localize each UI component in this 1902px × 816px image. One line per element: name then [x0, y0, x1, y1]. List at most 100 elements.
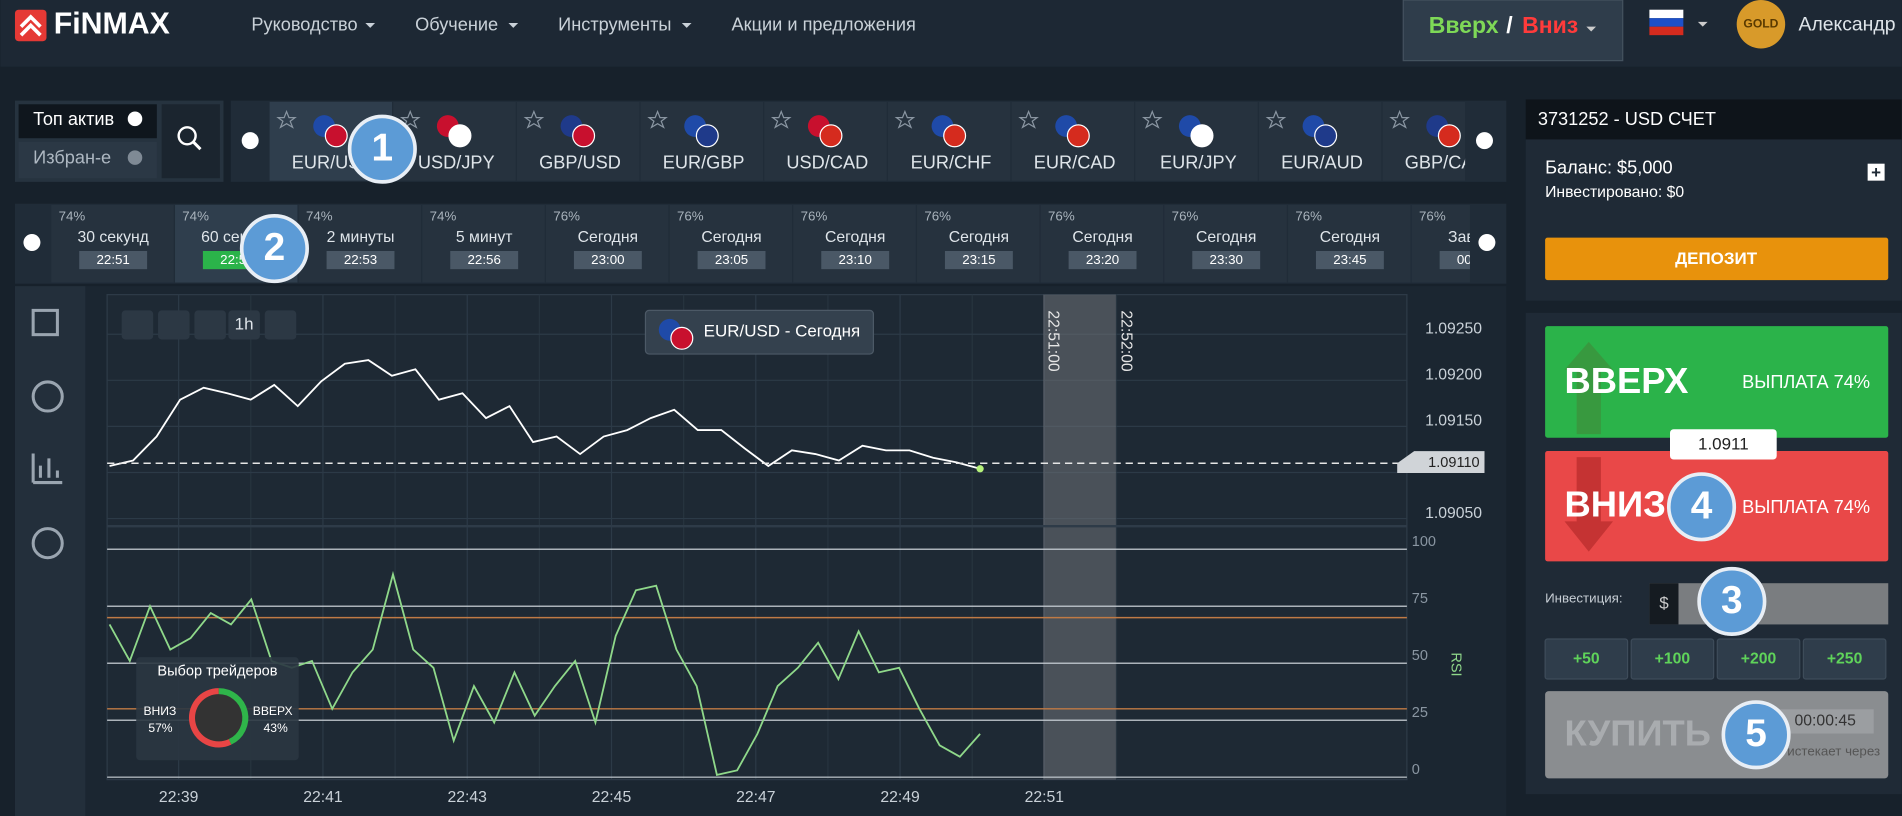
deposit-button[interactable]: [1545, 237, 1889, 281]
amount-label[interactable]: +100: [1655, 651, 1691, 668]
invest-input[interactable]: [1649, 583, 1889, 625]
updown-box[interactable]: [1402, 0, 1624, 62]
expiry-time[interactable]: 22:56: [468, 252, 501, 267]
nav-down[interactable]: Вниз: [1522, 12, 1578, 38]
asset-label[interactable]: EUR/CHF: [911, 152, 992, 172]
expiry-time[interactable]: 23:20: [1086, 252, 1119, 267]
expiry-tab[interactable]: [51, 204, 174, 283]
asset-label[interactable]: EUR/AUD: [1281, 152, 1363, 172]
chart-type[interactable]: [194, 310, 226, 340]
flag-icon: [1314, 124, 1338, 148]
search-button[interactable]: [161, 104, 220, 179]
expiry-label[interactable]: Сегодня: [1072, 229, 1132, 246]
tool-icon[interactable]: [31, 308, 59, 337]
expiry-tab[interactable]: [1040, 204, 1164, 283]
expiry-time[interactable]: 00:00: [1457, 252, 1490, 267]
down-label[interactable]: ВНИЗ: [1565, 483, 1666, 524]
scroll-right[interactable]: [1476, 132, 1493, 150]
asset-label[interactable]: USD/JPY: [418, 152, 495, 172]
zoom-out[interactable]: [158, 310, 190, 340]
buy-label[interactable]: КУПИТЬ: [1565, 713, 1711, 754]
asset-label[interactable]: USD/CAD: [786, 152, 868, 172]
rsi-line: [108, 570, 981, 777]
indicators[interactable]: [264, 310, 297, 340]
user-name[interactable]: Александр: [1799, 14, 1896, 36]
caret: [681, 23, 692, 28]
expiry-tab[interactable]: [793, 204, 916, 283]
plus-button[interactable]: [1867, 163, 1885, 181]
plus-label[interactable]: +: [1871, 163, 1881, 182]
deposit-label[interactable]: ДЕПОЗИТ: [1675, 249, 1758, 268]
callout-circle: [239, 214, 309, 284]
filter-label[interactable]: Топ актив: [33, 109, 114, 129]
flag-icon: [1066, 124, 1090, 148]
timeframe[interactable]: [228, 310, 260, 340]
asset-label[interactable]: EUR/CAD: [1034, 152, 1116, 172]
expiry-tab[interactable]: [1164, 204, 1287, 283]
menu-item[interactable]: Руководство: [251, 14, 357, 34]
scroll-right[interactable]: [1478, 234, 1496, 251]
rsi-tick-label: 100: [1412, 534, 1436, 550]
amount-button[interactable]: [1630, 638, 1715, 680]
up-label[interactable]: ВВЕРХ: [1565, 360, 1689, 401]
amount-label[interactable]: +50: [1573, 651, 1600, 668]
expiry-label[interactable]: 5 минут: [456, 229, 513, 246]
expiry-label[interactable]: Сегодня: [825, 229, 885, 246]
expiry-label[interactable]: Сегодня: [949, 229, 1009, 246]
timer-box: [1776, 709, 1874, 734]
flag: [1649, 26, 1684, 36]
tool-icon[interactable]: [31, 527, 64, 560]
expiry-tab[interactable]: [546, 204, 669, 283]
expiry-time[interactable]: 23:10: [839, 252, 872, 267]
menu-item[interactable]: Инструменты: [558, 14, 671, 34]
expiry-tab[interactable]: [298, 204, 422, 283]
expiry-label[interactable]: Сегодня: [1196, 229, 1256, 246]
expiry-tab[interactable]: [917, 204, 1040, 283]
star-icon: [399, 109, 421, 129]
expiry-band: [1043, 294, 1116, 780]
down-payout[interactable]: ВЫПЛАТА 74%: [1742, 497, 1870, 517]
zoom-in[interactable]: [121, 310, 154, 340]
expiry-time[interactable]: 23:45: [1333, 252, 1366, 267]
asset-label[interactable]: EUR/JPY: [1160, 152, 1237, 172]
flag[interactable]: [1649, 9, 1684, 19]
scroll-left[interactable]: [23, 234, 41, 251]
expiry-time[interactable]: 22:53: [344, 252, 377, 267]
up-payout[interactable]: ВЫПЛАТА 74%: [1742, 372, 1870, 392]
expiry-label[interactable]: Завтра: [1448, 229, 1499, 246]
expiry-tab[interactable]: [1288, 204, 1411, 283]
expiry-time[interactable]: 23:05: [715, 252, 748, 267]
x-tick-label: 22:45: [592, 789, 632, 806]
timeframe-label[interactable]: 1h: [235, 314, 254, 333]
expiry-tab[interactable]: [1411, 204, 1534, 283]
expiry-time[interactable]: 23:15: [962, 252, 995, 267]
tool-icon[interactable]: [31, 380, 64, 413]
expiry-label[interactable]: 2 минуты: [327, 229, 395, 246]
filter-label[interactable]: Избран-е: [33, 148, 111, 168]
scroll-left[interactable]: [241, 132, 259, 150]
expiry-label[interactable]: Сегодня: [578, 229, 638, 246]
menu-item[interactable]: Обучение: [415, 14, 498, 34]
expiry-time[interactable]: 23:30: [1210, 252, 1243, 267]
up-button[interactable]: [1545, 326, 1889, 438]
expiry-tab[interactable]: [422, 204, 545, 283]
expiry-time[interactable]: 22:51: [96, 252, 129, 267]
expiry-label[interactable]: Сегодня: [701, 229, 761, 246]
menu-item[interactable]: Акции и предложения: [732, 14, 916, 34]
nav-up[interactable]: Вверх: [1429, 12, 1499, 38]
amount-label[interactable]: +200: [1741, 651, 1777, 668]
expiry-label[interactable]: 30 секунд: [77, 229, 148, 246]
nav-slash: /: [1506, 12, 1513, 38]
amount-button[interactable]: [1802, 638, 1887, 680]
expiry-tab[interactable]: [669, 204, 793, 283]
expiry-time[interactable]: 23:00: [591, 252, 624, 267]
asset-label[interactable]: GBP/USD: [539, 152, 621, 172]
tool-icon[interactable]: [31, 453, 63, 485]
amount-label[interactable]: +250: [1827, 651, 1863, 668]
asset-label[interactable]: EUR/GBP: [663, 152, 745, 172]
amount-button[interactable]: [1544, 638, 1629, 680]
asset-label[interactable]: GBP/CAD: [1405, 152, 1487, 172]
expiry-label[interactable]: Сегодня: [1320, 229, 1380, 246]
amount-button[interactable]: [1716, 638, 1801, 680]
